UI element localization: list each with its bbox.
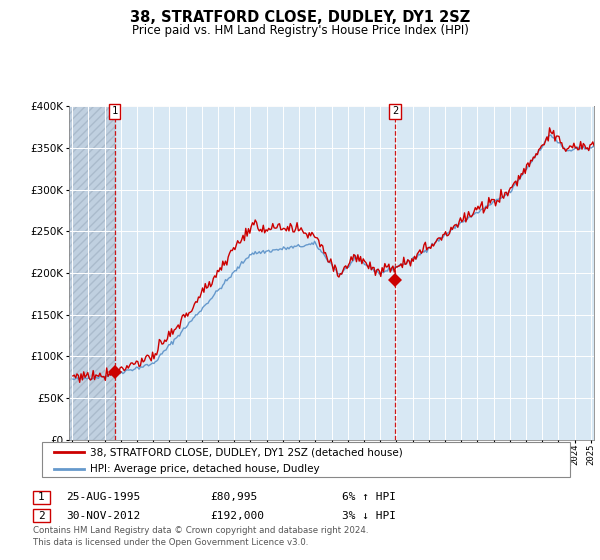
Text: Contains HM Land Registry data © Crown copyright and database right 2024.: Contains HM Land Registry data © Crown c… <box>33 526 368 535</box>
Text: 1: 1 <box>38 492 45 502</box>
Text: 38, STRATFORD CLOSE, DUDLEY, DY1 2SZ: 38, STRATFORD CLOSE, DUDLEY, DY1 2SZ <box>130 10 470 25</box>
Text: 1: 1 <box>112 106 118 116</box>
Text: HPI: Average price, detached house, Dudley: HPI: Average price, detached house, Dudl… <box>90 464 320 474</box>
Text: 30-NOV-2012: 30-NOV-2012 <box>66 511 140 521</box>
Text: 25-AUG-1995: 25-AUG-1995 <box>66 492 140 502</box>
Text: £192,000: £192,000 <box>210 511 264 521</box>
Text: This data is licensed under the Open Government Licence v3.0.: This data is licensed under the Open Gov… <box>33 538 308 547</box>
Text: Price paid vs. HM Land Registry's House Price Index (HPI): Price paid vs. HM Land Registry's House … <box>131 24 469 37</box>
Text: 2: 2 <box>392 106 398 116</box>
Text: 2: 2 <box>38 511 45 521</box>
Text: £80,995: £80,995 <box>210 492 257 502</box>
Text: 38, STRATFORD CLOSE, DUDLEY, DY1 2SZ (detached house): 38, STRATFORD CLOSE, DUDLEY, DY1 2SZ (de… <box>90 447 403 458</box>
Text: 3% ↓ HPI: 3% ↓ HPI <box>342 511 396 521</box>
Bar <box>64 106 115 440</box>
Text: 6% ↑ HPI: 6% ↑ HPI <box>342 492 396 502</box>
